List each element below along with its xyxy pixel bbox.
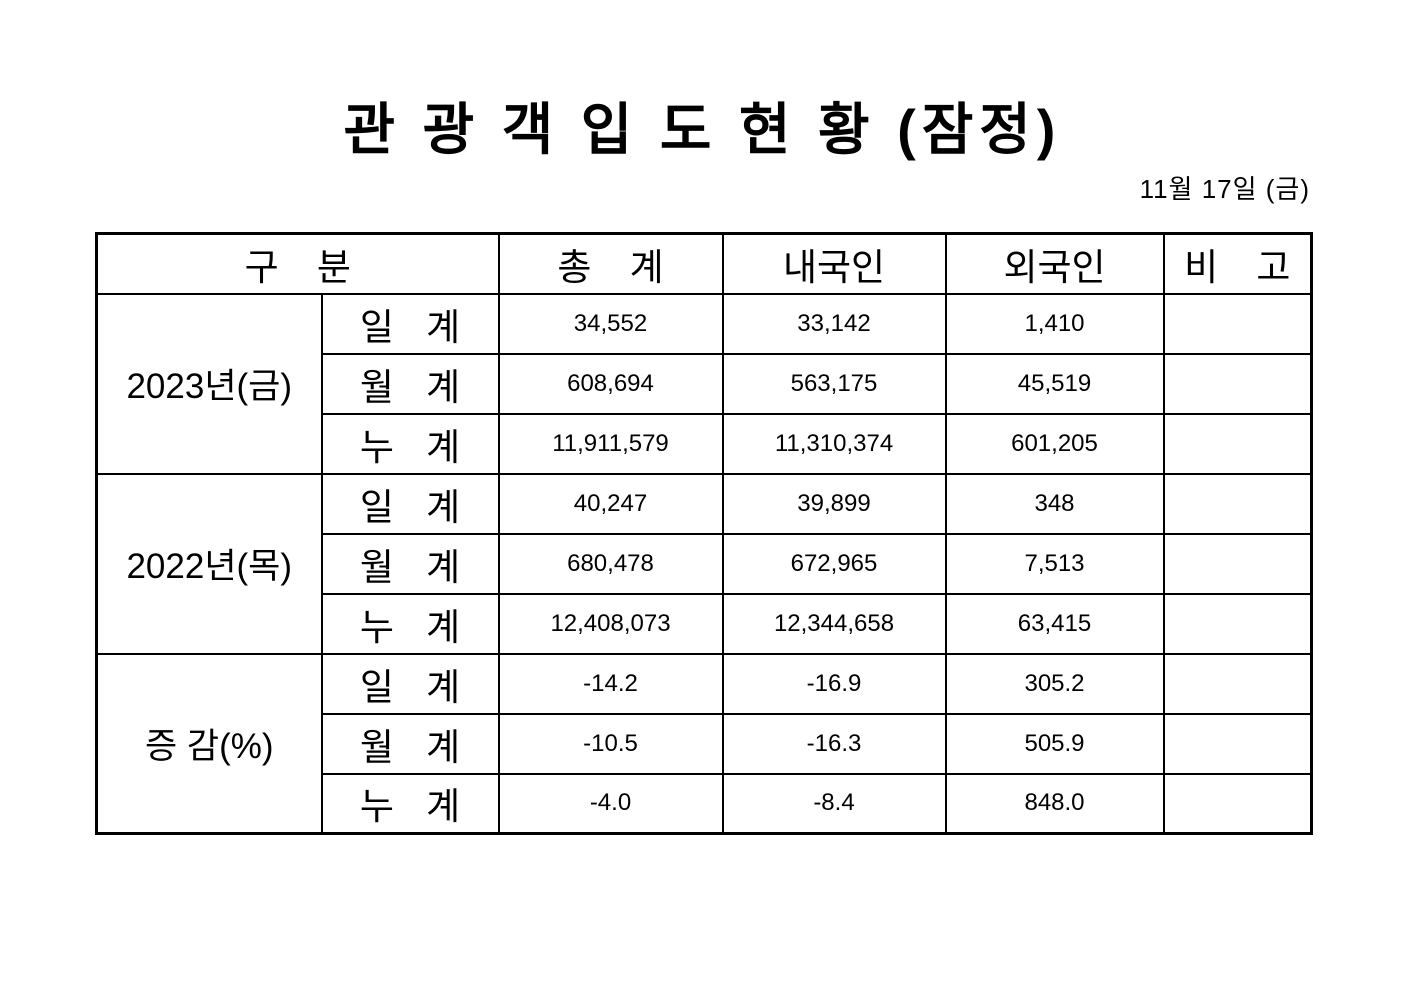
cell-foreign: 848.0 (944, 772, 1165, 835)
cell-foreign: 348 (944, 472, 1165, 535)
cell-foreign: 601,205 (944, 412, 1165, 475)
cell-total: 40,247 (497, 472, 724, 535)
cell-domestic: 39,899 (721, 472, 947, 535)
table-row: 월 계 -10.5 -16.3 505.9 (97, 712, 1313, 775)
cell-total: 608,694 (497, 352, 724, 415)
tourist-arrival-table: 구 분 총 계 내국인 외국인 비 고 2023년(금) 일 계 34,552 … (95, 232, 1313, 835)
cell-domestic: 12,344,658 (721, 592, 947, 655)
table-row: 월 계 680,478 672,965 7,513 (97, 532, 1313, 595)
header-foreign: 외국인 (944, 232, 1165, 295)
cell-foreign: 305.2 (944, 652, 1165, 715)
cell-foreign: 7,513 (944, 532, 1165, 595)
cell-domestic: 672,965 (721, 532, 947, 595)
row-label: 누 계 (320, 772, 500, 835)
header-domestic: 내국인 (721, 232, 947, 295)
row-label: 월 계 (320, 352, 500, 415)
table-row: 월 계 608,694 563,175 45,519 (97, 352, 1313, 415)
cell-remarks (1162, 292, 1313, 355)
cell-domestic: -16.3 (721, 712, 947, 775)
cell-domestic: 563,175 (721, 352, 947, 415)
row-label: 월 계 (320, 712, 500, 775)
cell-domestic: -8.4 (721, 772, 947, 835)
group-label-2022: 2022년(목) (95, 472, 323, 655)
table-row: 누 계 12,408,073 12,344,658 63,415 (97, 592, 1313, 655)
cell-remarks (1162, 712, 1313, 775)
cell-foreign: 505.9 (944, 712, 1165, 775)
cell-foreign: 63,415 (944, 592, 1165, 655)
cell-total: 12,408,073 (497, 592, 724, 655)
cell-remarks (1162, 472, 1313, 535)
page-title: 관 광 객 입 도 현 황 (잠정) (343, 98, 1062, 161)
table-row: 2023년(금) 일 계 34,552 33,142 1,410 (95, 292, 1313, 475)
row-label: 일 계 (320, 472, 500, 535)
cell-domestic: -16.9 (721, 652, 947, 715)
row-label: 월 계 (320, 532, 500, 595)
cell-total: 11,911,579 (497, 412, 724, 475)
cell-remarks (1162, 592, 1313, 655)
cell-total: 680,478 (497, 532, 724, 595)
header-category: 구 분 (95, 232, 500, 295)
row-label: 누 계 (320, 412, 500, 475)
header-total: 총 계 (497, 232, 724, 295)
header-remarks: 비 고 (1162, 232, 1313, 295)
group-label-2023: 2023년(금) (95, 292, 323, 475)
cell-remarks (1162, 532, 1313, 595)
cell-domestic: 33,142 (721, 292, 947, 355)
table-header-row: 구 분 총 계 내국인 외국인 비 고 (95, 232, 1313, 295)
row-label: 일 계 (320, 292, 500, 355)
cell-remarks (1162, 772, 1313, 835)
cell-foreign: 1,410 (944, 292, 1165, 355)
cell-total: -10.5 (497, 712, 724, 775)
group-label-change: 증 감(%) (95, 652, 323, 835)
row-label: 누 계 (320, 592, 500, 655)
cell-remarks (1162, 352, 1313, 415)
row-label: 일 계 (320, 652, 500, 715)
cell-total: -4.0 (497, 772, 724, 835)
cell-domestic: 11,310,374 (721, 412, 947, 475)
table-row: 2022년(목) 일 계 40,247 39,899 348 (95, 472, 1313, 655)
table-row: 누 계 -4.0 -8.4 848.0 (97, 772, 1313, 835)
cell-total: -14.2 (497, 652, 724, 715)
cell-remarks (1162, 412, 1313, 475)
table-row: 누 계 11,911,579 11,310,374 601,205 (97, 412, 1313, 475)
cell-foreign: 45,519 (944, 352, 1165, 415)
cell-total: 34,552 (497, 292, 724, 355)
report-date: 11월 17일 (금) (1139, 174, 1310, 204)
table-row: 증 감(%) 일 계 -14.2 -16.9 305.2 (95, 652, 1313, 835)
cell-remarks (1162, 652, 1313, 715)
